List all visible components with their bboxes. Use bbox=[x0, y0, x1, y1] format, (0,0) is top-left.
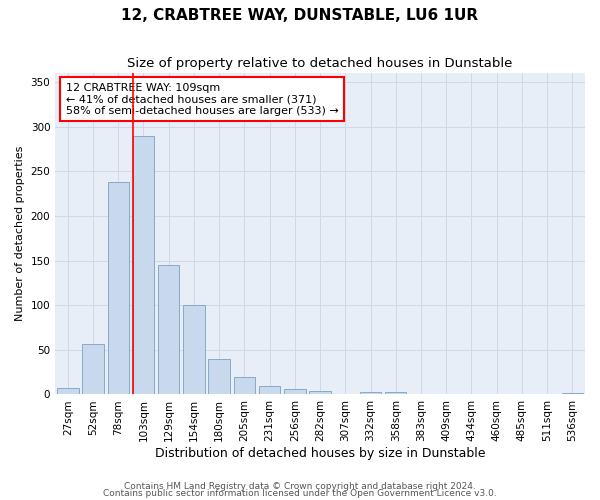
Bar bbox=[82, 344, 104, 394]
Bar bbox=[259, 386, 280, 394]
Bar bbox=[133, 136, 154, 394]
Bar bbox=[284, 389, 305, 394]
Bar bbox=[360, 392, 381, 394]
Bar bbox=[57, 388, 79, 394]
Bar bbox=[183, 305, 205, 394]
Bar bbox=[562, 392, 583, 394]
X-axis label: Distribution of detached houses by size in Dunstable: Distribution of detached houses by size … bbox=[155, 447, 485, 460]
Bar bbox=[310, 391, 331, 394]
Text: 12, CRABTREE WAY, DUNSTABLE, LU6 1UR: 12, CRABTREE WAY, DUNSTABLE, LU6 1UR bbox=[121, 8, 479, 22]
Title: Size of property relative to detached houses in Dunstable: Size of property relative to detached ho… bbox=[127, 58, 513, 70]
Bar bbox=[233, 376, 255, 394]
Bar bbox=[158, 265, 179, 394]
Bar bbox=[107, 182, 129, 394]
Bar bbox=[385, 392, 406, 394]
Bar bbox=[208, 358, 230, 394]
Text: 12 CRABTREE WAY: 109sqm
← 41% of detached houses are smaller (371)
58% of semi-d: 12 CRABTREE WAY: 109sqm ← 41% of detache… bbox=[66, 82, 338, 116]
Text: Contains public sector information licensed under the Open Government Licence v3: Contains public sector information licen… bbox=[103, 489, 497, 498]
Y-axis label: Number of detached properties: Number of detached properties bbox=[15, 146, 25, 322]
Text: Contains HM Land Registry data © Crown copyright and database right 2024.: Contains HM Land Registry data © Crown c… bbox=[124, 482, 476, 491]
